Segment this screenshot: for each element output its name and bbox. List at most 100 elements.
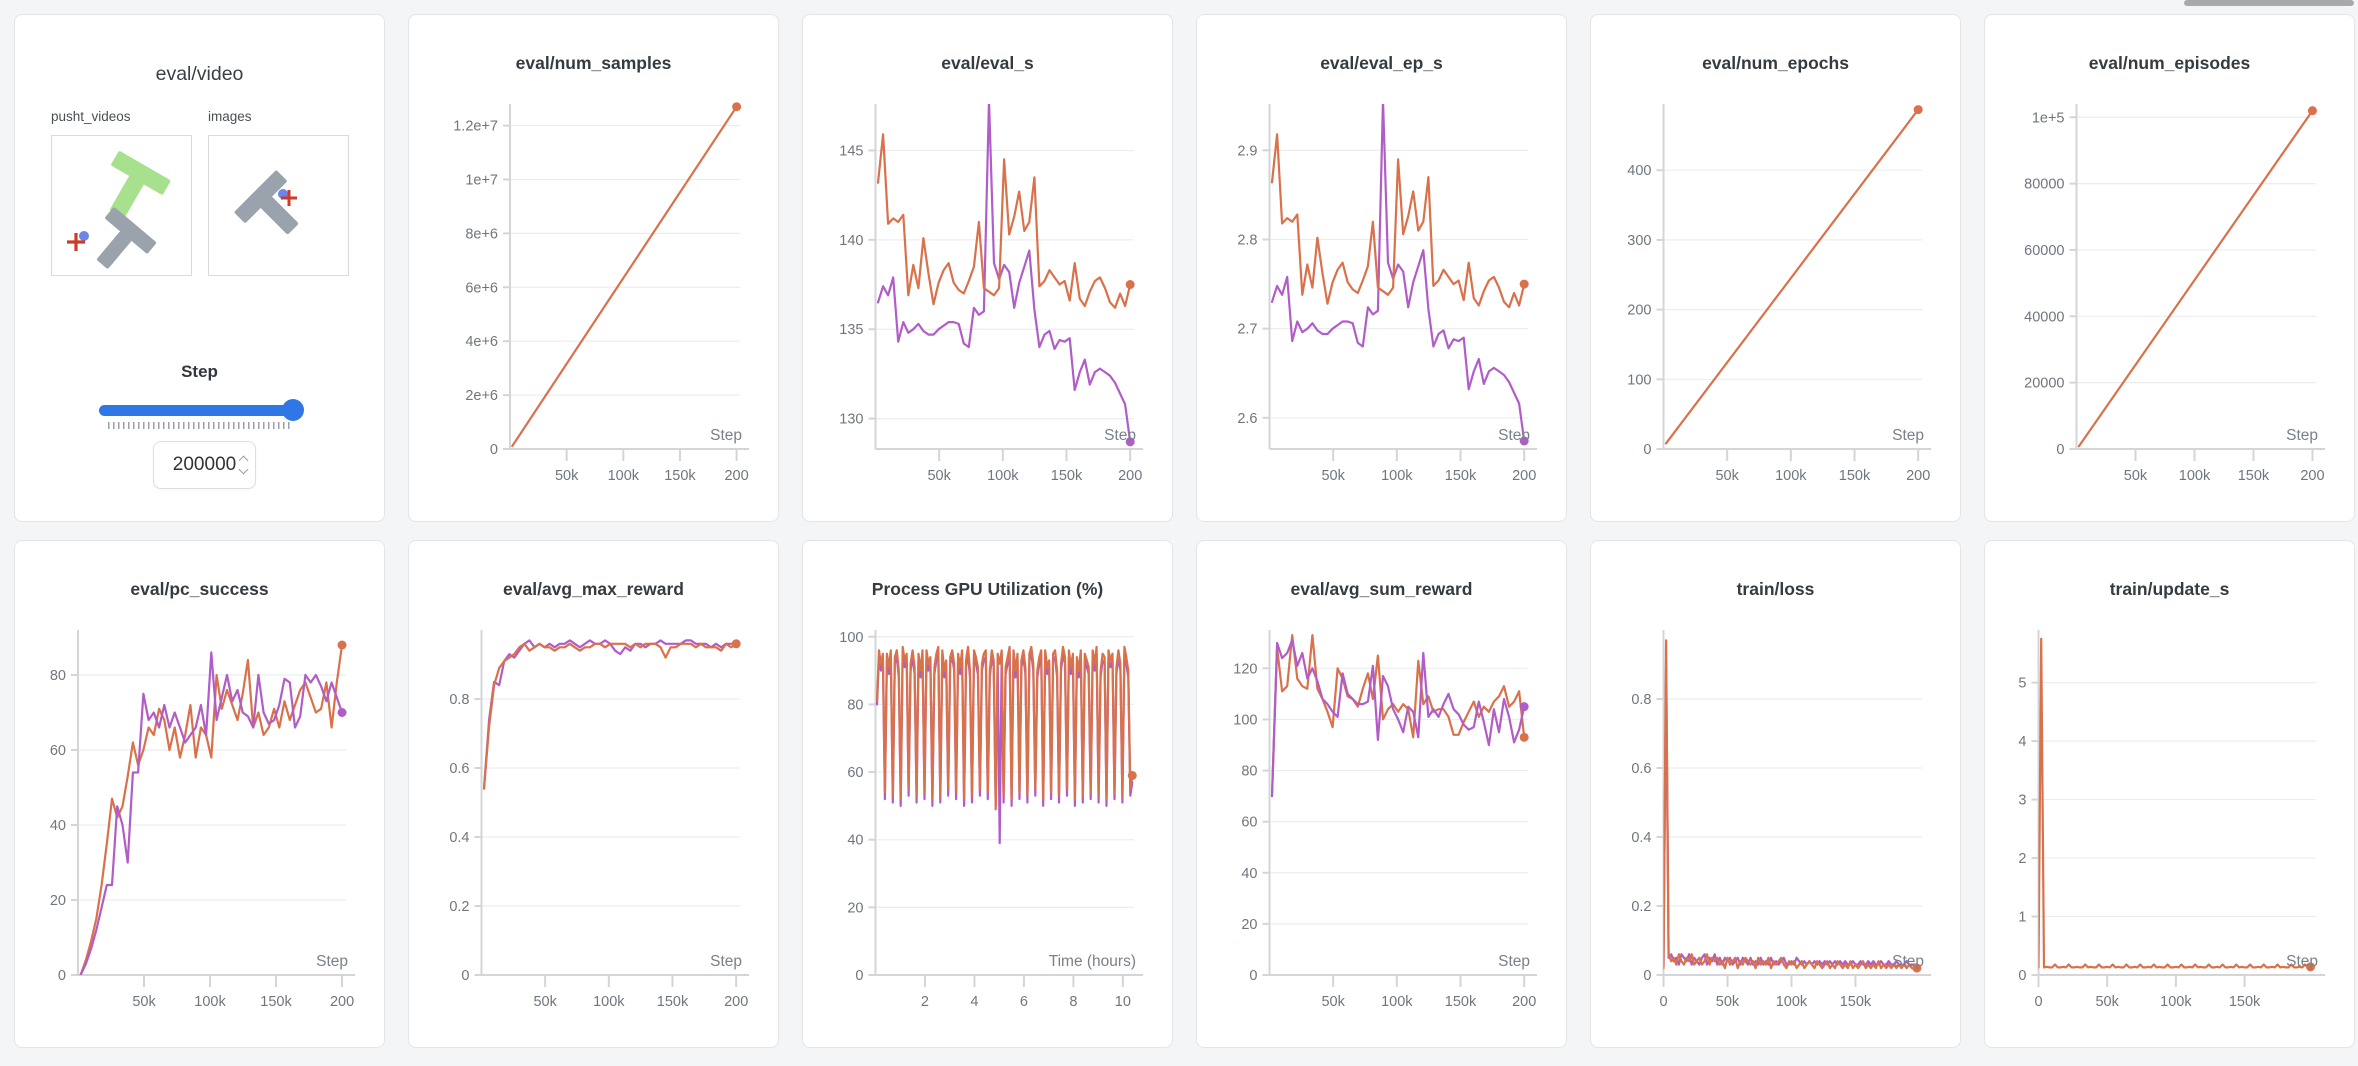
svg-text:150k: 150k	[260, 994, 292, 1010]
run-orange-line	[79, 643, 344, 975]
x-axis-label: Step	[710, 953, 742, 970]
run-orange-line	[1270, 133, 1526, 309]
x-axis-label: Step	[1498, 427, 1530, 444]
svg-text:4e+6: 4e+6	[465, 334, 498, 350]
panel-train-update-s[interactable]: train/update_s 0 1 2 3 4 5 0 50k 100k 150k Step	[1984, 540, 2355, 1048]
svg-text:10: 10	[1115, 994, 1131, 1010]
step-slider-handle[interactable]	[282, 399, 304, 421]
svg-text:1: 1	[2018, 910, 2026, 926]
images-thumbnail[interactable]	[208, 135, 349, 276]
svg-text:8e+6: 8e+6	[465, 226, 498, 242]
pusht-scene	[67, 151, 171, 269]
panel-eval-avg-max-reward[interactable]: eval/avg_max_reward 0 0.2 0.4 0.6 0.8 50k 100k 1…	[408, 540, 779, 1048]
panel-eval-avg-sum-reward[interactable]: eval/avg_sum_reward 0 20 40 60 80 100 120 50k 100…	[1196, 540, 1567, 1048]
svg-text:100k: 100k	[608, 468, 640, 484]
panel-eval-num-samples[interactable]: eval/num_samples 0 2e+6 4e+6 6e+6 8e+6 1e+7 1.2…	[408, 14, 779, 522]
svg-text:0: 0	[2034, 994, 2042, 1010]
svg-text:6e+6: 6e+6	[465, 280, 498, 296]
svg-text:50k: 50k	[1321, 994, 1345, 1010]
svg-text:20000: 20000	[2024, 376, 2064, 392]
media-label-images: images	[208, 109, 252, 124]
svg-text:200: 200	[1627, 303, 1651, 319]
panel-eval-eval-ep-s[interactable]: eval/eval_ep_s 2.6 2.7 2.8 2.9 50k 100k 150k 200…	[1196, 14, 1567, 522]
chart-canvas: 0 1 2 3 4 5 0 50k 100k 150k Step	[2018, 630, 2325, 1010]
step-slider[interactable]	[99, 405, 301, 416]
svg-text:0.4: 0.4	[449, 830, 469, 846]
svg-text:0: 0	[2018, 968, 2026, 984]
run-purple-endpoint-dot	[337, 708, 347, 717]
svg-text:80000: 80000	[2024, 177, 2064, 193]
svg-text:4: 4	[970, 994, 978, 1010]
images-scene	[234, 170, 299, 235]
stepper-icons[interactable]	[238, 455, 249, 475]
svg-text:100k: 100k	[593, 994, 625, 1010]
x-axis-label: Step	[1892, 953, 1924, 970]
run-purple-line	[1270, 639, 1526, 798]
svg-text:2e+6: 2e+6	[465, 388, 498, 404]
chevron-down-icon[interactable]	[238, 464, 249, 475]
chart-canvas: 0 20000 40000 60000 80000 1e+5 50k 100k 150k 200 S…	[2024, 104, 2325, 484]
chart-canvas: 0 0.2 0.4 0.6 0.8 50k 100k 150k 200 Step	[449, 630, 749, 1010]
svg-text:100k: 100k	[1381, 994, 1413, 1010]
run-purple-line	[876, 104, 1132, 443]
run-orange-endpoint-dot	[2307, 106, 2317, 116]
run-purple-line	[1270, 104, 1526, 443]
x-axis-label: Step	[1498, 953, 1530, 970]
svg-text:40: 40	[50, 818, 66, 834]
horizontal-scrollbar-thumb[interactable]	[2184, 0, 2354, 6]
panel-eval-num-episodes[interactable]: eval/num_episodes 0 20000 40000 60000 80000 1e…	[1984, 14, 2355, 522]
chart-canvas: 130 135 140 145 50k 100k 150k 200 Step	[839, 104, 1143, 484]
svg-text:8: 8	[1069, 994, 1077, 1010]
svg-text:60: 60	[1241, 815, 1257, 831]
run-orange-line	[1663, 639, 1918, 970]
pusht-video-thumbnail[interactable]	[51, 135, 192, 276]
svg-text:150k: 150k	[657, 994, 689, 1010]
media-panel-title: eval/video	[155, 63, 244, 85]
svg-text:150k: 150k	[1445, 994, 1477, 1010]
svg-text:1.2e+7: 1.2e+7	[453, 119, 498, 135]
svg-text:100k: 100k	[1775, 468, 1807, 484]
run-purple-line	[1663, 663, 1918, 966]
chart-title: eval/num_epochs	[1702, 53, 1849, 73]
run-orange-endpoint-dot	[1127, 770, 1137, 780]
svg-text:50k: 50k	[132, 994, 156, 1010]
panel-eval-eval-s[interactable]: eval/eval_s 130 135 140 145 50k 100k 150k 200 Ste…	[802, 14, 1173, 522]
run-orange-line	[876, 133, 1132, 309]
run-orange-endpoint-dot	[2306, 962, 2316, 972]
chart-title: eval/eval_ep_s	[1320, 53, 1443, 73]
svg-text:145: 145	[839, 143, 863, 159]
run-purple-endpoint-dot	[1125, 437, 1135, 447]
svg-text:50k: 50k	[533, 994, 557, 1010]
svg-text:60: 60	[50, 743, 66, 759]
panel-process-gpu-utilization[interactable]: Process GPU Utilization (%) 0 20 40 60 80 100 2…	[802, 540, 1173, 1048]
svg-text:150k: 150k	[1051, 468, 1083, 484]
run-orange-endpoint-dot	[337, 640, 347, 650]
svg-text:100k: 100k	[1381, 468, 1413, 484]
svg-text:0: 0	[855, 968, 863, 984]
svg-text:20: 20	[50, 893, 66, 909]
run-orange-endpoint-dot	[732, 102, 742, 112]
x-axis-label: Step	[1104, 427, 1136, 444]
chart-title: eval/eval_s	[941, 53, 1034, 73]
panel-eval-pc-success[interactable]: eval/pc_success 0 20 40 60 80 50k 100k 150k 200 St…	[14, 540, 385, 1048]
svg-text:0: 0	[58, 968, 66, 984]
svg-text:150k: 150k	[2238, 468, 2270, 484]
panel-eval-num-epochs[interactable]: eval/num_epochs 0 100 200 300 400 50k 100k 150k 2…	[1590, 14, 1961, 522]
svg-text:2: 2	[921, 994, 929, 1010]
run-orange-endpoint-dot	[1125, 280, 1135, 290]
step-input[interactable]: 200000	[153, 441, 256, 489]
svg-text:80: 80	[847, 697, 863, 713]
run-orange-line	[511, 105, 738, 448]
svg-text:100k: 100k	[2179, 468, 2211, 484]
svg-text:130: 130	[839, 412, 863, 428]
svg-text:1e+5: 1e+5	[2032, 110, 2065, 126]
panel-eval-video[interactable]: eval/video pusht_videos images	[14, 14, 385, 522]
svg-text:40: 40	[847, 833, 863, 849]
target-cross-icon	[281, 190, 297, 206]
chart-title: eval/avg_max_reward	[503, 579, 684, 599]
svg-text:0: 0	[1249, 968, 1257, 984]
chart-title: eval/pc_success	[130, 579, 269, 599]
panel-train-loss[interactable]: train/loss 0 0.2 0.4 0.6 0.8 0 50k 100k 150k Step	[1590, 540, 1961, 1048]
chart-title: eval/avg_sum_reward	[1290, 579, 1473, 599]
svg-text:2.7: 2.7	[1237, 322, 1257, 338]
